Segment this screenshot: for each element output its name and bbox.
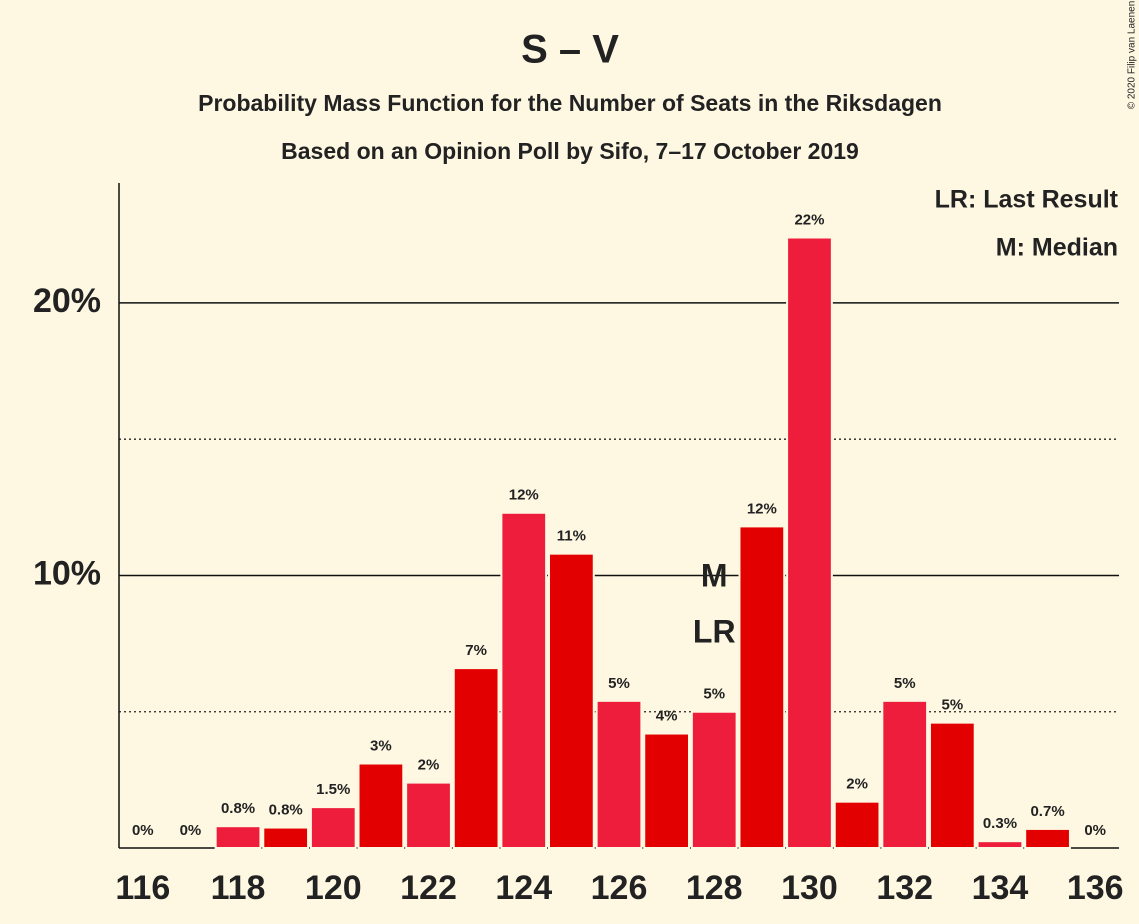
bar bbox=[500, 511, 548, 849]
bar bbox=[690, 710, 738, 849]
data-label: 22% bbox=[794, 211, 824, 228]
bar bbox=[262, 826, 310, 850]
data-label: 5% bbox=[608, 675, 630, 692]
bar bbox=[452, 667, 500, 849]
median-marker: M bbox=[701, 557, 728, 593]
legend-note: LR: Last Result bbox=[935, 186, 1119, 214]
data-label: 12% bbox=[747, 500, 777, 517]
data-label: 0.3% bbox=[983, 815, 1017, 832]
data-label: 0% bbox=[1084, 822, 1106, 839]
bar bbox=[595, 699, 643, 850]
x-tick-label: 130 bbox=[781, 869, 838, 907]
bar bbox=[643, 732, 691, 849]
copyright: © 2020 Filip van Laenen bbox=[1127, 1, 1138, 110]
x-tick-label: 128 bbox=[686, 869, 743, 907]
data-label: 2% bbox=[846, 776, 868, 793]
data-label: 5% bbox=[703, 686, 725, 703]
data-label: 11% bbox=[557, 528, 586, 545]
bar bbox=[833, 800, 881, 849]
x-tick-label: 132 bbox=[876, 869, 933, 907]
bar bbox=[357, 762, 405, 849]
data-label: 1.5% bbox=[316, 781, 350, 798]
data-label: 0.7% bbox=[1030, 803, 1064, 820]
bar bbox=[309, 806, 357, 849]
data-label: 0% bbox=[180, 822, 202, 839]
x-tick-label: 120 bbox=[305, 869, 362, 907]
x-tick-label: 134 bbox=[972, 869, 1029, 907]
chart-subtitle: Probability Mass Function for the Number… bbox=[198, 90, 942, 116]
x-tick-label: 118 bbox=[211, 869, 266, 907]
x-tick-label: 122 bbox=[400, 869, 457, 907]
data-label: 0.8% bbox=[221, 800, 255, 817]
bar bbox=[405, 781, 452, 849]
y-tick-label: 20% bbox=[33, 282, 101, 320]
chart-title: S – V bbox=[521, 28, 619, 72]
y-tick-label: 10% bbox=[33, 554, 101, 592]
bar bbox=[881, 699, 929, 850]
data-label: 0.8% bbox=[269, 802, 303, 819]
x-tick-label: 126 bbox=[591, 869, 648, 907]
x-tick-label: 124 bbox=[495, 869, 552, 907]
data-label: 5% bbox=[894, 675, 916, 692]
data-label: 2% bbox=[418, 757, 440, 774]
chart-subtitle: Based on an Opinion Poll by Sifo, 7–17 O… bbox=[281, 138, 859, 164]
bar bbox=[928, 721, 976, 850]
x-tick-label: 116 bbox=[115, 869, 170, 907]
data-label: 5% bbox=[941, 697, 963, 714]
bar bbox=[548, 552, 595, 850]
data-label: 0% bbox=[132, 822, 154, 839]
data-label: 7% bbox=[465, 642, 487, 659]
last-result-marker: LR bbox=[693, 613, 736, 649]
legend-note: M: Median bbox=[996, 234, 1118, 262]
data-label: 12% bbox=[509, 487, 539, 504]
x-tick-label: 136 bbox=[1067, 869, 1124, 907]
bar bbox=[738, 525, 786, 849]
bar bbox=[976, 840, 1024, 849]
bar bbox=[1024, 827, 1071, 849]
bar bbox=[786, 236, 833, 850]
data-label: 3% bbox=[370, 737, 392, 754]
bar bbox=[214, 825, 262, 849]
data-label: 4% bbox=[656, 708, 678, 725]
